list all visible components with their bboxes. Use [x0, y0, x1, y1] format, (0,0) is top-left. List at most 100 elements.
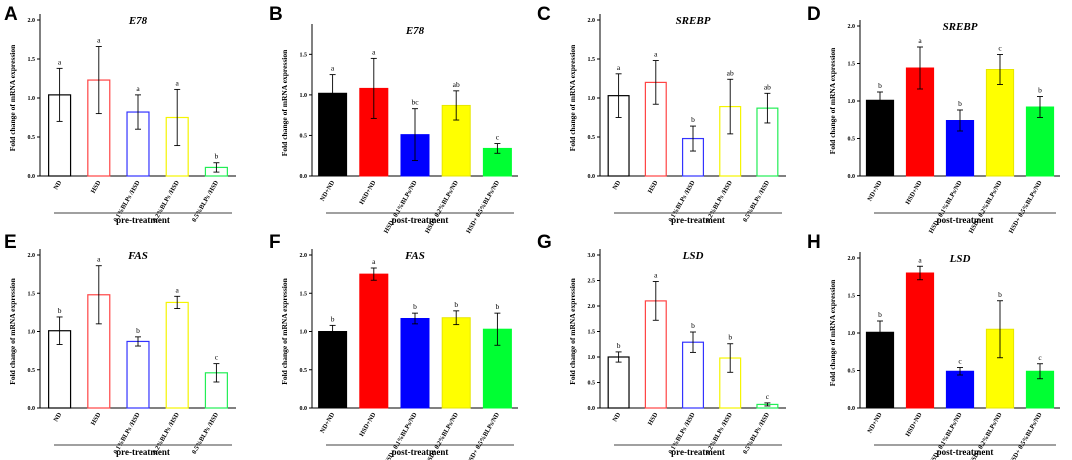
y-tick-label: 1.0 [588, 96, 596, 102]
panel-letter: G [537, 232, 552, 253]
panel-letter: D [807, 4, 821, 25]
significance-letter: ab [727, 68, 734, 77]
y-axis-label: Fold change of mRNA expression [828, 279, 837, 386]
panel-c: C SREBP Fold change of mRNA expression 0.0 0… [537, 4, 786, 225]
significance-letter: b [215, 152, 219, 161]
significance-letter: c [998, 44, 1002, 53]
y-tick-label: 0.0 [588, 174, 596, 180]
y-tick-label: 2.5 [588, 279, 596, 285]
significance-letter: b [617, 341, 621, 350]
significance-letter: a [372, 257, 376, 266]
bar [126, 340, 150, 409]
y-tick-label: 1.5 [588, 330, 596, 336]
significance-letter: b [58, 306, 62, 315]
panel-f: F FAS Fold change of mRNA expression 0.0 0.5… [269, 232, 518, 460]
y-tick-label: 1.5 [300, 291, 308, 297]
significance-letter: b [136, 326, 140, 335]
bar [441, 317, 471, 409]
y-tick-label: 1.0 [28, 330, 36, 336]
significance-letter: b [958, 99, 962, 108]
x-category-label: HSD [647, 411, 660, 426]
chart-title: FAS [127, 250, 148, 262]
y-tick-label: 1.0 [300, 93, 308, 99]
y-axis-label: Fold change of mRNA expression [568, 44, 577, 151]
bar [945, 370, 975, 409]
bar [165, 301, 189, 409]
significance-letter: b [1038, 86, 1042, 95]
x-category-label: HSD+ND [358, 179, 377, 206]
chart-title: E78 [405, 25, 425, 37]
x-category-label: HSD [647, 179, 660, 194]
y-tick-label: 2.0 [28, 18, 36, 24]
panel-letter: E [4, 232, 17, 253]
group-label: pre-treatment [671, 215, 725, 225]
panel-g: G LSD Fold change of mRNA expression 0.0 0.5… [537, 232, 786, 457]
significance-letter: a [97, 36, 101, 45]
y-tick-label: 1.5 [28, 291, 36, 297]
significance-letter: a [331, 64, 335, 73]
y-tick-label: 2.0 [588, 18, 596, 24]
y-axis-label: Fold change of mRNA expression [280, 277, 289, 384]
significance-letter: a [136, 84, 140, 93]
x-category-label: ND+ND [866, 179, 883, 202]
panel-b: B E78 Fold change of mRNA expression 0.0 0.5… [269, 4, 518, 235]
significance-letter: a [918, 255, 922, 264]
chart-title: LSD [682, 250, 704, 262]
y-tick-label: 3.0 [588, 253, 596, 259]
y-tick-label: 1.5 [300, 52, 308, 58]
significance-letter: bc [411, 98, 419, 107]
panel-letter: A [4, 4, 18, 25]
significance-letter: a [176, 285, 180, 294]
x-category-label: HSD+ND [904, 411, 923, 438]
x-category-label: ND [612, 411, 623, 423]
significance-letter: b [413, 302, 417, 311]
y-tick-label: 1.5 [848, 294, 856, 300]
x-category-label: ND+ND [319, 179, 336, 202]
x-category-label: ND+ND [319, 411, 336, 434]
panel-letter: B [269, 4, 283, 25]
y-tick-label: 0.5 [300, 368, 308, 374]
y-tick-label: 0.0 [848, 174, 856, 180]
significance-letter: a [654, 271, 658, 280]
group-label: post-treatment [392, 215, 449, 225]
panel-a: A E78 Fold change of mRNA expression 0.0 0.5… [4, 4, 236, 225]
panel-letter: F [269, 232, 281, 253]
significance-letter: a [176, 78, 180, 87]
panel-d: D SREBP Fold change of mRNA expression 0.0 0… [807, 4, 1060, 235]
x-category-label: ND [612, 179, 623, 191]
y-tick-label: 2.0 [848, 24, 856, 30]
significance-letter: b [496, 302, 500, 311]
significance-letter: b [998, 290, 1002, 299]
significance-letter: b [691, 321, 695, 330]
y-tick-label: 2.0 [588, 304, 596, 310]
chart-title: SREBP [676, 15, 711, 27]
y-axis-label: Fold change of mRNA expression [8, 277, 17, 384]
bar [905, 272, 935, 409]
y-tick-label: 0.0 [588, 406, 596, 412]
y-tick-label: 1.0 [848, 99, 856, 105]
y-tick-label: 0.0 [28, 174, 36, 180]
y-axis-label: Fold change of mRNA expression [568, 277, 577, 384]
chart-title: E78 [128, 15, 148, 27]
chart-title: SREBP [943, 21, 978, 33]
bar [318, 331, 348, 409]
significance-letter: a [372, 47, 376, 56]
bar [905, 67, 935, 177]
x-category-label: HSD+ 0.5%BLPs/ND [1008, 179, 1044, 234]
chart-title: LSD [949, 253, 971, 265]
y-tick-label: 1.0 [28, 96, 36, 102]
y-tick-label: 2.0 [300, 253, 308, 259]
group-label: pre-treatment [116, 215, 170, 225]
significance-letter: ab [453, 80, 460, 89]
y-tick-label: 0.0 [28, 406, 36, 412]
x-category-label: HSD+ND [904, 179, 923, 206]
x-category-label: 0.5%BLPs /HSD [742, 179, 772, 223]
significance-letter: b [331, 314, 335, 323]
x-category-label: ND [53, 411, 64, 423]
y-tick-label: 0.5 [300, 133, 308, 139]
significance-letter: b [878, 310, 882, 319]
y-tick-label: 1.0 [588, 355, 596, 361]
x-category-label: 0.5%BLPs /HSD [191, 179, 221, 223]
x-category-label: 0.5%BLPs /HSD [191, 411, 221, 455]
